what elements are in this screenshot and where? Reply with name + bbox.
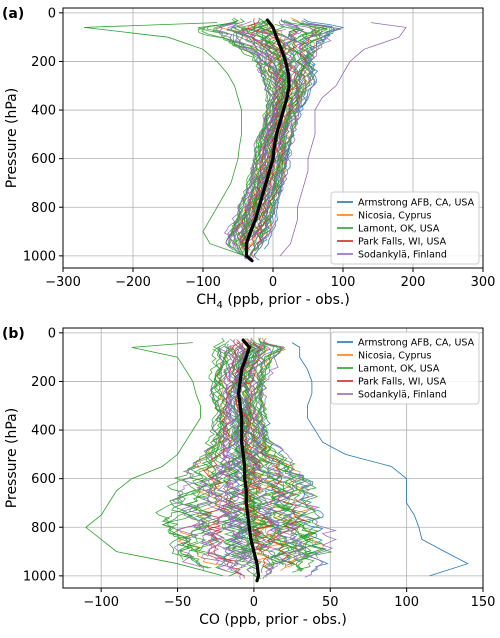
axes-frame — [62, 327, 484, 589]
y-tick-label: 0 — [48, 6, 56, 21]
profile-line — [217, 342, 249, 571]
x-axis-label: CH4 (ppb, prior - obs.) — [196, 292, 350, 311]
profile-line — [249, 348, 304, 565]
x-tick-label: 100 — [331, 275, 356, 290]
profile-line — [239, 347, 285, 578]
profile-line — [155, 346, 226, 569]
legend-label: Park Falls, WI, USA — [358, 377, 447, 388]
profile-line — [279, 22, 407, 257]
y-tick-label: 1000 — [23, 249, 56, 264]
x-tick-label: −100 — [185, 275, 221, 290]
x-axis-label: CO (ppb, prior - obs.) — [199, 612, 347, 628]
y-tick-label: 200 — [31, 375, 56, 390]
legend-label: Sodankylä, Finland — [358, 390, 447, 401]
y-tick-label: 800 — [31, 521, 56, 536]
profile-line — [254, 337, 316, 566]
profile-line — [228, 344, 273, 573]
legend-label: Nicosia, Cyprus — [358, 211, 431, 222]
x-tick-label: 0 — [269, 275, 277, 290]
x-tick-label: 100 — [394, 595, 419, 610]
profile-line — [188, 344, 235, 570]
profile-line — [176, 348, 226, 557]
legend-label: Lamont, OK, USA — [358, 364, 440, 375]
x-tick-label: 300 — [471, 275, 496, 290]
legend-label: Lamont, OK, USA — [358, 224, 440, 235]
profile-line — [253, 20, 316, 238]
y-axis-label: Pressure (hPa) — [4, 88, 20, 188]
profile-line — [244, 343, 302, 575]
x-tick-label: −100 — [83, 595, 119, 610]
profile-line — [244, 347, 286, 567]
profile-line — [247, 29, 298, 252]
profile-line — [85, 342, 224, 577]
profile-line — [171, 348, 224, 571]
profile-line — [218, 22, 271, 251]
x-tick-label: 150 — [471, 595, 496, 610]
profile-line — [214, 22, 273, 249]
profile-line — [245, 28, 300, 257]
y-tick-label: 1000 — [23, 569, 56, 584]
profile-line — [233, 29, 281, 260]
profile-line — [249, 342, 308, 563]
mean-profile-line — [244, 18, 291, 263]
panel-label: (a) — [2, 6, 24, 22]
y-tick-label: 800 — [31, 201, 56, 216]
profile-line — [255, 347, 325, 573]
profile-line — [258, 337, 337, 578]
y-tick-label: 0 — [48, 326, 56, 341]
profile-line — [291, 342, 469, 577]
panel-a: −300 −200 −100 0 100 200 300 0 200 400 600 800 1000 C… — [2, 6, 495, 311]
x-tick-label: −50 — [164, 595, 191, 610]
legend-box — [330, 331, 480, 405]
panel-b: −100 −50 0 50 100 150 0 200 400 600 800 1000 CO (ppb… — [2, 326, 495, 628]
x-tick-label: 50 — [322, 595, 339, 610]
legend-box — [330, 191, 480, 265]
x-tick-label: 0 — [250, 595, 258, 610]
mean-profile-line — [237, 338, 261, 583]
profile-line — [196, 345, 237, 572]
profile-line — [251, 27, 317, 259]
profile-line — [238, 17, 289, 258]
legend-label: Sodankylä, Finland — [358, 250, 447, 261]
y-tick-label: 400 — [31, 424, 56, 439]
y-tick-label: 600 — [31, 472, 56, 487]
x-tick-label: −300 — [45, 275, 81, 290]
legend-label: Park Falls, WI, USA — [358, 237, 447, 248]
legend-label: Nicosia, Cyprus — [358, 351, 431, 362]
legend-label: Armstrong AFB, CA, USA — [358, 198, 475, 209]
x-tick-label: −200 — [115, 275, 151, 290]
y-axis-label: Pressure (hPa) — [4, 408, 20, 508]
profile-line — [213, 345, 251, 580]
profile-line — [247, 339, 307, 565]
profile-line — [83, 22, 246, 257]
profile-line — [189, 347, 229, 555]
legend: Armstrong AFB, CA, USA Nicosia, Cyprus Lam… — [330, 331, 480, 405]
legend-label: Armstrong AFB, CA, USA — [358, 338, 475, 349]
profile-line — [247, 349, 312, 572]
x-tick-label: 200 — [401, 275, 426, 290]
legend: Armstrong AFB, CA, USA Nicosia, Cyprus Lam… — [330, 191, 480, 265]
y-tick-label: 600 — [31, 152, 56, 167]
y-tick-label: 200 — [31, 55, 56, 70]
profile-line — [249, 22, 309, 260]
y-tick-label: 400 — [31, 104, 56, 119]
profiles — [83, 17, 407, 263]
profile-line — [246, 345, 303, 571]
profile-line — [259, 20, 331, 249]
profile-line — [241, 345, 299, 580]
panel-label: (b) — [2, 326, 25, 342]
profile-line — [250, 23, 304, 238]
profile-line — [226, 21, 279, 247]
profile-line — [177, 340, 231, 569]
profiles — [85, 337, 469, 583]
profile-line — [256, 346, 319, 572]
profile-line — [216, 347, 259, 573]
profile-line — [203, 339, 241, 565]
